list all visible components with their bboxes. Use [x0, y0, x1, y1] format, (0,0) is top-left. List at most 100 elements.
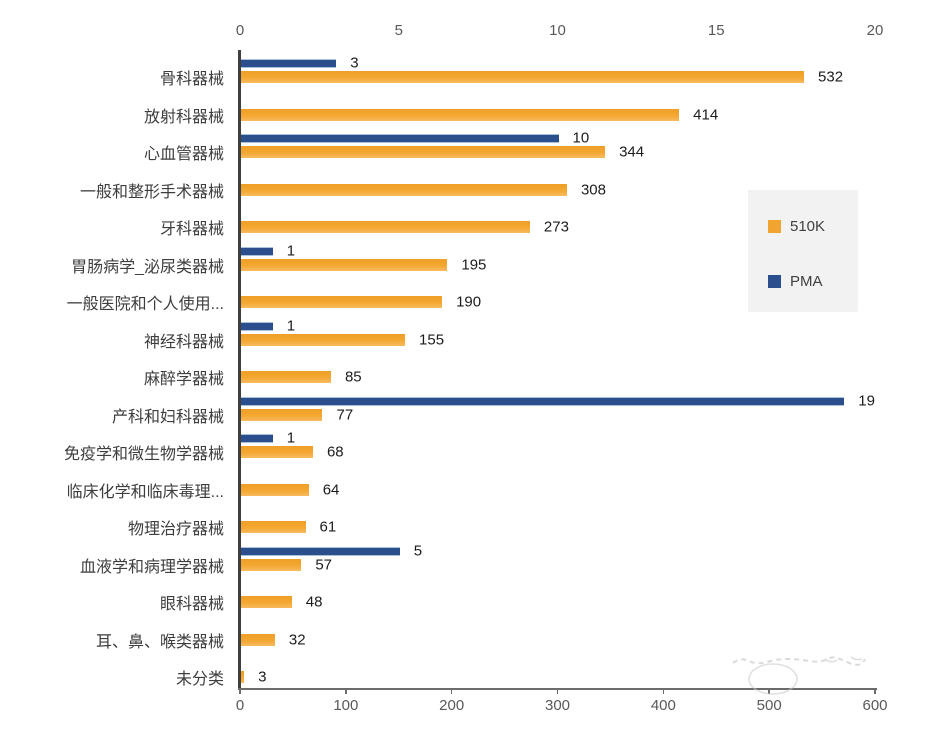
category-row: 麻醉学器械 85 — [0, 350, 933, 389]
bar-510k — [241, 671, 245, 684]
category-row: 一般医院和个人使用... 190 — [0, 275, 933, 314]
legend: 510K PMA — [748, 190, 858, 312]
category-label: 麻醉学器械 — [143, 371, 224, 389]
bar-510k — [241, 596, 292, 609]
bottom-axis-tick: 0 — [235, 697, 245, 714]
bar-510k — [241, 446, 313, 459]
bar-pma — [241, 246, 273, 256]
legend-label-pma: PMA — [790, 273, 823, 290]
bar-510k — [241, 408, 323, 421]
category-label: 耳、鼻、喉类器械 — [95, 633, 224, 651]
value-label-pma: 1 — [286, 242, 296, 260]
category-label: 免疫学和微生物学器械 — [63, 446, 224, 464]
bottom-axis-tick: 300 — [544, 697, 571, 714]
value-label-510k: 64 — [322, 481, 340, 499]
category-row: 神经科器械 1 155 — [0, 313, 933, 351]
value-label-510k: 414 — [693, 106, 719, 124]
bottom-axis-tick-mark — [450, 688, 453, 694]
bar-510k — [241, 258, 448, 271]
category-label: 未分类 — [175, 671, 224, 689]
bar-510k — [241, 558, 302, 571]
category-label: 牙科器械 — [159, 221, 224, 239]
value-label-510k: 308 — [580, 181, 606, 199]
bottom-axis-tick: 200 — [439, 697, 465, 714]
bottom-axis-tick-mark — [239, 688, 241, 694]
value-label-510k: 85 — [344, 368, 362, 386]
category-label: 神经科器械 — [143, 333, 224, 351]
value-label-510k: 273 — [543, 218, 569, 236]
category-label: 心血管器械 — [143, 146, 224, 164]
category-label: 一般医院和个人使用... — [66, 296, 224, 314]
bottom-axis-tick-mark — [345, 688, 347, 694]
value-label-510k: 532 — [818, 68, 844, 86]
bar-510k — [241, 71, 805, 83]
category-row: 放射科器械 414 — [0, 88, 933, 126]
value-label-510k: 155 — [419, 331, 445, 349]
category-row: 血液学和病理学器械 5 57 — [0, 538, 933, 576]
bar-510k — [241, 221, 530, 234]
value-label-pma: 19 — [858, 392, 875, 410]
bottom-axis-tick-mark — [662, 688, 665, 694]
category-label: 眼科器械 — [159, 596, 224, 614]
legend-item-pma: PMA — [768, 273, 823, 290]
value-label-pma: 1 — [286, 429, 296, 447]
bar-510k — [241, 108, 680, 121]
bottom-axis-tick: 400 — [650, 697, 676, 714]
value-label-510k: 68 — [326, 443, 344, 461]
top-axis-tick: 10 — [549, 22, 566, 39]
value-label-510k: 344 — [619, 143, 645, 161]
bar-pma — [241, 321, 273, 331]
legend-swatch-510k-icon — [768, 220, 781, 233]
category-label: 产科和妇科器械 — [111, 408, 224, 426]
category-row: 临床化学和临床毒理... 64 — [0, 463, 933, 501]
category-row: 骨科器械 3 532 — [0, 50, 933, 89]
category-row: 产科和妇科器械 19 77 — [0, 388, 933, 426]
top-axis-tick: 0 — [235, 22, 245, 39]
category-label: 胃肠病学_泌尿类器械 — [71, 258, 224, 276]
category-label: 骨科器械 — [159, 71, 224, 88]
bar-510k — [241, 296, 443, 309]
bar-pma — [241, 396, 845, 406]
legend-label-510k: 510K — [790, 218, 826, 235]
bottom-axis-tick-mark — [556, 688, 559, 694]
category-label: 一般和整形手术器械 — [79, 183, 224, 201]
value-label-510k: 3 — [258, 668, 267, 686]
top-axis-tick: 20 — [866, 22, 884, 39]
value-label-510k: 77 — [336, 406, 354, 424]
bottom-axis-tick: 100 — [333, 697, 359, 714]
category-row: 未分类 3 — [0, 650, 933, 689]
category-row: 胃肠病学_泌尿类器械 1 195 — [0, 238, 933, 276]
y-axis-line — [238, 50, 241, 690]
category-row: 免疫学和微生物学器械 1 68 — [0, 425, 933, 464]
top-axis-tick: 5 — [394, 22, 403, 39]
rows: 骨科器械 3 532 放射科器械 414 心血管器械 10 344 一般和整形手术器械 308 牙科… — [0, 50, 933, 689]
bar-pma — [241, 434, 273, 444]
category-label: 临床化学和临床毒理... — [66, 483, 224, 501]
category-row: 一般和整形手术器械 308 — [0, 163, 933, 201]
value-label-510k: 61 — [319, 518, 337, 536]
bottom-axis-tick: 600 — [862, 697, 888, 714]
bar-pma — [241, 59, 337, 68]
value-label-pma: 1 — [286, 317, 296, 335]
bar-pma — [241, 546, 400, 556]
bar-510k — [241, 521, 306, 534]
bottom-axis-tick: 500 — [756, 697, 782, 714]
bottom-axis-tick-mark — [768, 688, 770, 694]
top-axis-tick: 15 — [707, 22, 725, 39]
category-label: 物理治疗器械 — [127, 521, 224, 539]
category-row: 心血管器械 10 344 — [0, 125, 933, 164]
legend-swatch-pma-icon — [768, 275, 781, 288]
bar-510k — [241, 483, 309, 496]
category-row: 耳、鼻、喉类器械 32 — [0, 613, 933, 651]
value-label-510k: 195 — [461, 256, 487, 274]
legend-item-510k: 510K — [768, 218, 825, 235]
bar-510k — [241, 371, 331, 384]
category-row: 物理治疗器械 61 — [0, 500, 933, 539]
value-label-pma: 3 — [350, 54, 359, 72]
value-label-510k: 190 — [456, 293, 482, 311]
category-label: 血液学和病理学器械 — [79, 558, 224, 576]
bar-510k — [241, 633, 275, 646]
value-label-510k: 48 — [305, 593, 323, 611]
bar-pma — [241, 134, 559, 144]
